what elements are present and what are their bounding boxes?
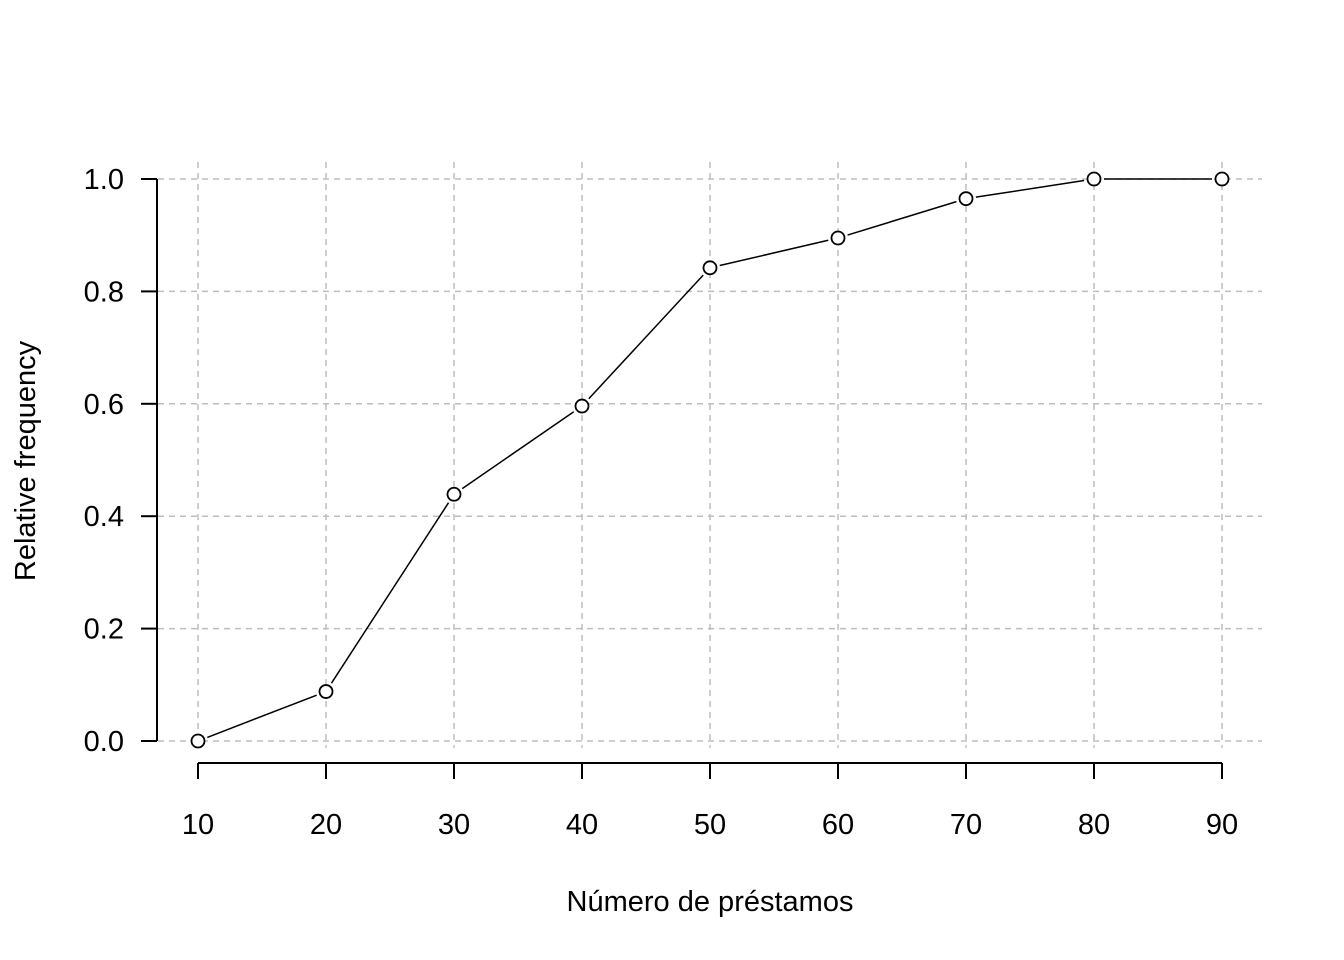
y-tick-label: 1.0 [84,164,124,196]
y-axis: 0.0 0.2 0.4 0.6 0.8 1.0 [84,164,158,758]
x-tick-label: 90 [1206,809,1238,841]
series-line-segment [207,694,317,739]
series-line-segment [719,239,829,267]
x-tick-label: 30 [438,809,470,841]
series-line-segment [847,200,957,236]
y-tick-label: 0.0 [84,726,124,758]
data-point [1086,171,1102,187]
data-point [830,230,846,246]
data-point [958,191,974,207]
y-tick-label: 0.6 [84,389,124,421]
y-tick-label: 0.4 [84,501,124,533]
x-tick-label: 40 [566,809,598,841]
data-point [1214,171,1230,187]
x-tick-label: 80 [1078,809,1110,841]
x-axis-title: Número de préstamos [567,886,854,918]
x-tick-label: 70 [950,809,982,841]
series-line-segment [975,179,1085,198]
x-tick-label: 50 [694,809,726,841]
data-point [702,260,718,276]
x-tick-label: 10 [182,809,214,841]
data-point [190,733,206,749]
x-axis: 10 20 30 40 50 60 70 80 90 [182,762,1238,841]
y-tick-label: 0.2 [84,614,124,646]
data-point [318,684,334,699]
series-line-segment [330,502,450,684]
series-line-segment [461,411,575,490]
series [190,171,1230,749]
data-point [574,398,590,414]
data-point [446,486,462,502]
x-tick-label: 20 [310,809,342,841]
y-tick-label: 0.8 [84,276,124,308]
y-axis-title: Relative frequency [10,340,42,581]
grid [158,162,1262,748]
x-tick-label: 60 [822,809,854,841]
series-line-segment [588,274,704,400]
